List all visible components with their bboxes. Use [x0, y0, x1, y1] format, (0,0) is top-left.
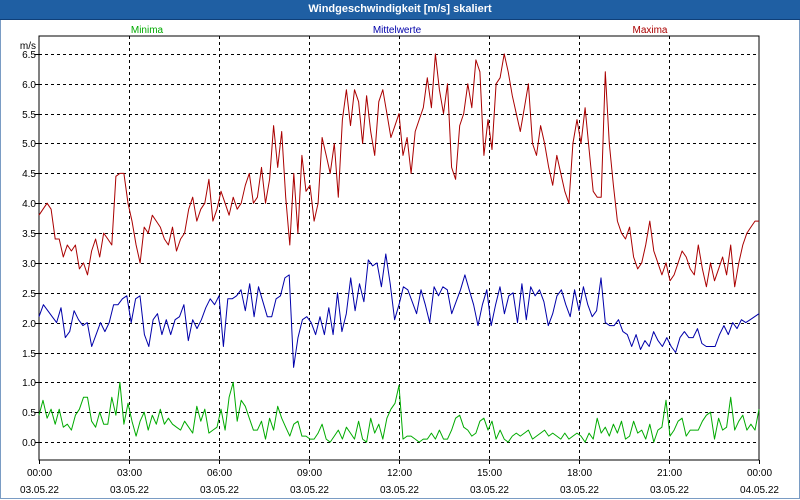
x-tick-time: 18:00	[567, 468, 592, 479]
series-line-mittelwerte	[38, 253, 760, 368]
legend-maxima: Maxima	[632, 25, 667, 36]
x-tick-date: 03.05.22	[560, 485, 599, 496]
legend-mittelwerte: Mittelwerte	[373, 25, 422, 36]
y-axis-label: m/s	[20, 41, 36, 52]
x-tick-date: 03.05.22	[290, 485, 329, 496]
y-tick-label: 0.5	[22, 408, 36, 419]
y-tick-label: 0.0	[22, 438, 36, 449]
x-tick-time: 00:00	[27, 468, 52, 479]
series-line-minima	[38, 381, 760, 443]
y-tick-label: 4.0	[22, 199, 36, 210]
x-tick-date: 03.05.22	[200, 485, 239, 496]
legend-layer: Minima Mittelwerte Maxima	[131, 25, 668, 36]
y-tick-label: 1.0	[22, 378, 36, 389]
x-tick-date: 03.05.22	[470, 485, 509, 496]
x-tick-time: 03:00	[117, 468, 142, 479]
x-tick-date: 03.05.22	[380, 485, 419, 496]
chart-title: Windgeschwindigkeit [m/s] skaliert	[0, 0, 800, 20]
x-tick-date: 04.05.22	[740, 485, 779, 496]
y-tick-label: 3.0	[22, 259, 36, 270]
axis-layer: 6.5 6.0 5.5 5.0 4.5 4.0 3.5 3.0 2.5 2.0 1.5 1.0 0.5 0…	[20, 41, 780, 496]
series-line-maxima	[38, 53, 759, 288]
x-tick-time: 09:00	[297, 468, 322, 479]
x-tick-time: 12:00	[387, 468, 412, 479]
x-tick-date: 03.05.22	[110, 485, 149, 496]
x-tick-time: 06:00	[207, 468, 232, 479]
grid-layer	[38, 35, 760, 461]
y-tick-label: 1.5	[22, 349, 36, 360]
y-tick-label: 4.5	[22, 169, 36, 180]
x-tick-time: 00:00	[747, 468, 772, 479]
series-layer	[38, 53, 760, 443]
y-tick-label: 3.5	[22, 229, 36, 240]
y-tick-label: 2.5	[22, 289, 36, 300]
y-tick-label: 6.5	[22, 50, 36, 61]
x-tick-time: 15:00	[477, 468, 502, 479]
legend-minima: Minima	[131, 25, 164, 36]
x-tick-time: 21:00	[657, 468, 682, 479]
y-tick-label: 6.0	[22, 80, 36, 91]
y-tick-label: 2.0	[22, 319, 36, 330]
y-tick-label: 5.5	[22, 110, 36, 121]
y-tick-label: 5.0	[22, 139, 36, 150]
x-tick-date: 03.05.22	[650, 485, 689, 496]
x-tick-date: 03.05.22	[20, 485, 59, 496]
